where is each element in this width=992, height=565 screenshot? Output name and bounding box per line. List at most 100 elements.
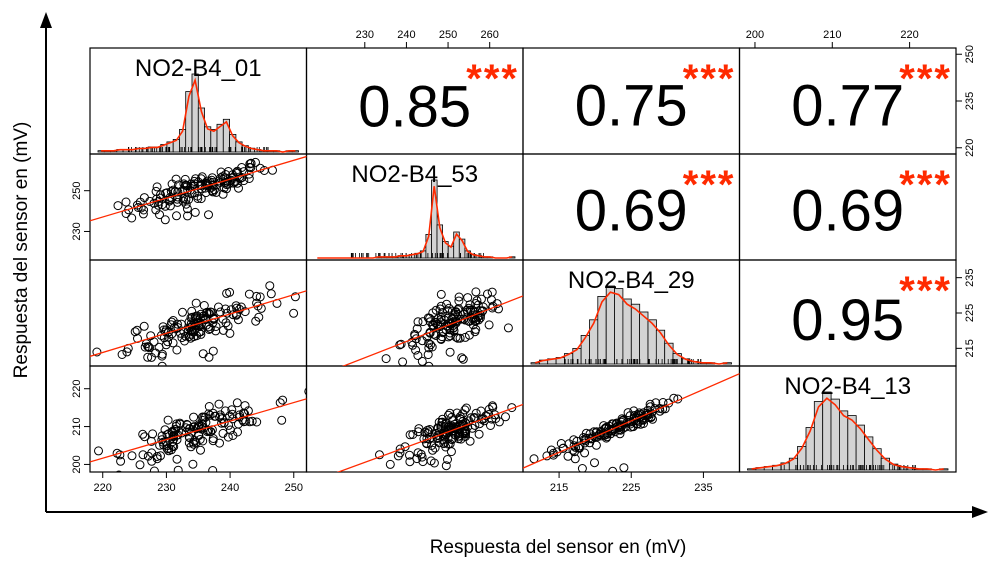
correlation-value-r0-c1: 0.85 <box>358 75 471 140</box>
correlation-value-r0-c2: 0.75 <box>575 73 688 138</box>
scatter-point <box>192 299 200 307</box>
histogram-panel-3 <box>748 392 949 470</box>
scatter-point <box>114 202 122 210</box>
panel-border-r3-c1 <box>307 366 524 472</box>
significance-stars-r1-c2: *** <box>683 163 736 207</box>
bottom-tick-label: 240 <box>221 482 239 494</box>
top-tick-label: 220 <box>900 29 918 41</box>
scatter-point <box>215 400 223 408</box>
scatter-point <box>557 440 565 448</box>
scatter-point <box>205 353 213 361</box>
scatter-point <box>189 460 197 468</box>
scatter-point <box>128 452 136 460</box>
histogram-bar <box>665 343 673 364</box>
scatter-panel-r2-c0 <box>72 282 306 371</box>
top-tick-label: 230 <box>356 29 374 41</box>
scatter-point <box>136 461 144 469</box>
scatter-point <box>578 465 586 473</box>
correlation-value-r2-c3: 0.95 <box>791 288 904 353</box>
scatter-point <box>466 437 474 445</box>
x-axis-title: Respuesta del sensor en (mV) <box>430 537 687 558</box>
histogram-bar <box>798 446 806 470</box>
scatter-point <box>502 413 510 421</box>
scatter-point <box>591 459 599 467</box>
variable-name-1: NO2-B4_53 <box>351 161 478 188</box>
scatter-point <box>148 449 156 457</box>
scatter-point <box>191 208 199 216</box>
outer-y-axis-arrow <box>40 12 52 28</box>
scatter-point <box>139 451 147 459</box>
scatter-point <box>437 290 445 298</box>
smooth-fit-line <box>90 399 307 462</box>
left-tick-label: 210 <box>71 417 83 435</box>
right-tick-label: 235 <box>964 92 976 110</box>
histogram-bar <box>656 330 664 364</box>
scatter-point <box>459 355 467 363</box>
right-tick-label: 215 <box>964 339 976 357</box>
scatter-point <box>488 288 496 296</box>
scatter-point <box>122 198 130 206</box>
right-tick-label: 225 <box>964 304 976 322</box>
scatter-point <box>290 309 298 317</box>
histogram-bar <box>814 402 822 471</box>
top-tick-label: 260 <box>481 29 499 41</box>
scatter-point <box>399 358 407 366</box>
scatter-point <box>447 448 455 456</box>
scatter-point <box>382 355 390 363</box>
significance-stars-r0-c1: *** <box>466 57 519 101</box>
scatter-point <box>190 413 198 421</box>
scatter-point <box>266 282 274 290</box>
histogram-bar <box>531 363 539 364</box>
scatter-point <box>164 416 172 424</box>
scatter-point <box>118 351 126 359</box>
scatter-point <box>197 446 205 454</box>
left-tick-label: 230 <box>71 222 83 240</box>
matrix-panels: NO2-B4_01 NO2-B4_53 NO2-B4_29 NO2-B4_13 0.85… <box>71 29 976 494</box>
histogram-bar <box>615 289 623 364</box>
top-tick-label: 250 <box>439 29 457 41</box>
scatter-point <box>462 404 470 412</box>
bottom-tick-label: 215 <box>550 482 568 494</box>
smooth-fit-line <box>307 296 524 381</box>
correlation-value-r1-c3: 0.69 <box>791 179 904 244</box>
scatter-point <box>475 430 483 438</box>
scatter-point <box>139 430 147 438</box>
smooth-fit-line <box>90 157 307 221</box>
scatter-point <box>209 467 217 475</box>
correlation-value-r0-c3: 0.77 <box>791 74 904 139</box>
outer-x-axis-arrow <box>972 506 988 518</box>
histogram-bar <box>865 437 873 470</box>
histogram-bar <box>806 428 814 471</box>
scatter-point <box>485 321 493 329</box>
scatter-point <box>179 308 187 316</box>
top-tick-label: 210 <box>823 29 841 41</box>
smooth-fit-line <box>90 291 307 357</box>
significance-stars-r0-c2: *** <box>683 57 736 101</box>
bottom-tick-label: 220 <box>94 482 112 494</box>
scatter-point <box>226 288 234 296</box>
histogram-bar <box>606 286 614 364</box>
scatter-point <box>504 324 512 332</box>
panel-border-r3-c0 <box>90 366 307 472</box>
significance-stars-r1-c3: *** <box>899 163 952 207</box>
y-axis-title: Respuesta del sensor en (mV) <box>11 122 32 379</box>
correlation-value-r1-c2: 0.69 <box>575 179 688 244</box>
histogram-bar <box>640 312 648 364</box>
scatter-point <box>95 447 103 455</box>
scatter-point <box>133 326 141 334</box>
top-tick-label: 200 <box>746 29 764 41</box>
scatter-point <box>620 464 628 472</box>
histogram-panel-2 <box>531 286 732 364</box>
scatter-point <box>174 466 182 474</box>
histogram-panel-1 <box>317 180 515 258</box>
variable-name-2: NO2-B4_29 <box>568 267 695 294</box>
scatter-point <box>267 290 275 298</box>
scatter-point <box>472 288 480 296</box>
top-tick-label: 240 <box>397 29 415 41</box>
right-tick-label: 220 <box>964 139 976 157</box>
scatter-point <box>278 416 286 424</box>
scatter-point <box>609 467 617 475</box>
bottom-tick-label: 250 <box>285 482 303 494</box>
